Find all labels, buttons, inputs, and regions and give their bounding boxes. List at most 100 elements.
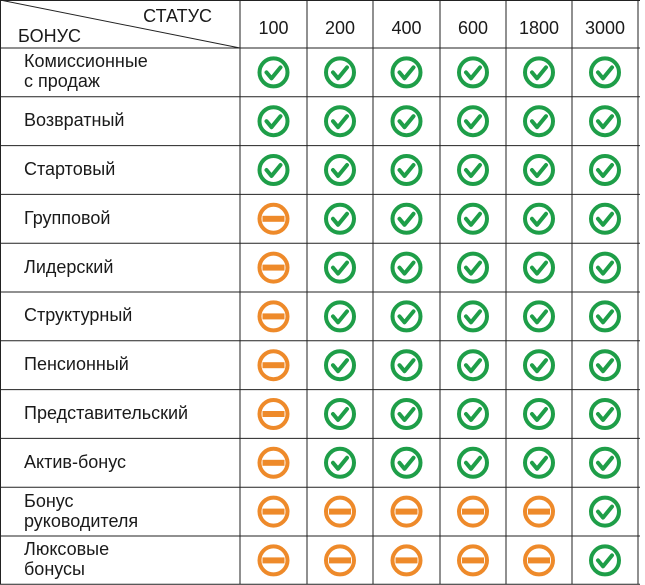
check-mark [596, 553, 614, 569]
check-icon [324, 154, 356, 186]
icon-ring [589, 349, 621, 382]
icon-ring [457, 154, 489, 186]
icon-ring [390, 446, 423, 479]
check-mark [596, 407, 614, 422]
icon-ring [257, 446, 290, 479]
minus-icon [257, 251, 290, 284]
icon-ring [390, 495, 423, 528]
minus-bar [462, 508, 484, 515]
check-mark [331, 65, 349, 81]
check-mark [530, 407, 548, 422]
icon-ring [457, 202, 489, 235]
icon-ring [257, 349, 290, 382]
icon-ring [257, 544, 290, 577]
check-icon [390, 202, 423, 235]
check-icon [589, 446, 621, 479]
icon-ring [257, 154, 290, 186]
minus-bar [262, 215, 285, 222]
icon-ring [589, 495, 621, 528]
check-icon [457, 398, 489, 430]
icon-ring [457, 56, 489, 89]
minus-bar [329, 557, 351, 564]
check-mark [596, 309, 614, 325]
icon-ring [589, 300, 621, 333]
icon-ring [257, 300, 290, 333]
icon-ring [257, 56, 290, 89]
check-mark [530, 260, 548, 276]
row-label: Комиссионные с продаж [24, 51, 148, 92]
column-header: 600 [457, 18, 489, 38]
icon-ring [324, 349, 356, 382]
icon-ring [390, 154, 423, 186]
minus-icon [523, 544, 555, 577]
icon-ring [523, 495, 555, 528]
check-icon [390, 154, 423, 186]
check-mark [331, 358, 349, 374]
check-mark [596, 163, 614, 178]
icon-ring [457, 398, 489, 430]
check-icon [324, 300, 356, 333]
bonus-header: БОНУС [18, 26, 82, 46]
check-mark [596, 114, 614, 130]
check-icon [523, 300, 555, 333]
check-mark [596, 260, 614, 276]
row-label: Групповой [24, 207, 111, 228]
check-icon [523, 349, 555, 382]
check-mark [264, 114, 283, 130]
minus-bar [395, 557, 418, 564]
check-mark [464, 65, 482, 81]
check-mark [596, 455, 614, 471]
check-icon [257, 56, 290, 89]
check-icon [390, 251, 423, 284]
icon-ring [523, 398, 555, 430]
minus-bar [528, 557, 550, 564]
minus-icon [257, 202, 290, 235]
check-icon [324, 251, 356, 284]
icon-ring [324, 398, 356, 430]
check-icon [457, 105, 489, 138]
minus-icon [257, 495, 290, 528]
column-header: 3000 [584, 18, 626, 38]
minus-bar [262, 313, 285, 320]
minus-bar [262, 264, 285, 271]
minus-bar [262, 508, 285, 515]
icon-ring [523, 154, 555, 186]
check-icon [523, 446, 555, 479]
icon-ring [257, 251, 290, 284]
icon-ring [523, 300, 555, 333]
icon-ring [324, 495, 356, 528]
icon-ring [589, 56, 621, 89]
icon-ring [390, 300, 423, 333]
check-mark [397, 260, 416, 276]
check-icon [589, 398, 621, 430]
check-mark [596, 358, 614, 374]
check-icon [589, 251, 621, 284]
minus-icon [457, 495, 489, 528]
check-icon [324, 56, 356, 89]
minus-icon [457, 544, 489, 577]
corner-diagonal [0, 0, 241, 49]
check-icon [589, 544, 621, 577]
check-mark [530, 163, 548, 178]
icon-ring [324, 154, 356, 186]
icon-ring [390, 398, 423, 430]
minus-icon [257, 349, 290, 382]
icon-ring [589, 446, 621, 479]
minus-icon [257, 398, 290, 430]
check-mark [464, 163, 482, 178]
check-mark [331, 260, 349, 276]
row-label: Актив-бонус [24, 451, 126, 472]
icon-ring [390, 349, 423, 382]
check-icon [324, 398, 356, 430]
check-icon [390, 349, 423, 382]
icon-ring [589, 154, 621, 186]
minus-icon [324, 495, 356, 528]
row-label: Возвратный [24, 110, 125, 131]
check-icon [457, 300, 489, 333]
check-icon [324, 202, 356, 235]
check-mark [397, 309, 416, 325]
minus-bar [262, 362, 285, 369]
icon-ring [324, 300, 356, 333]
column-header: 200 [324, 18, 356, 38]
